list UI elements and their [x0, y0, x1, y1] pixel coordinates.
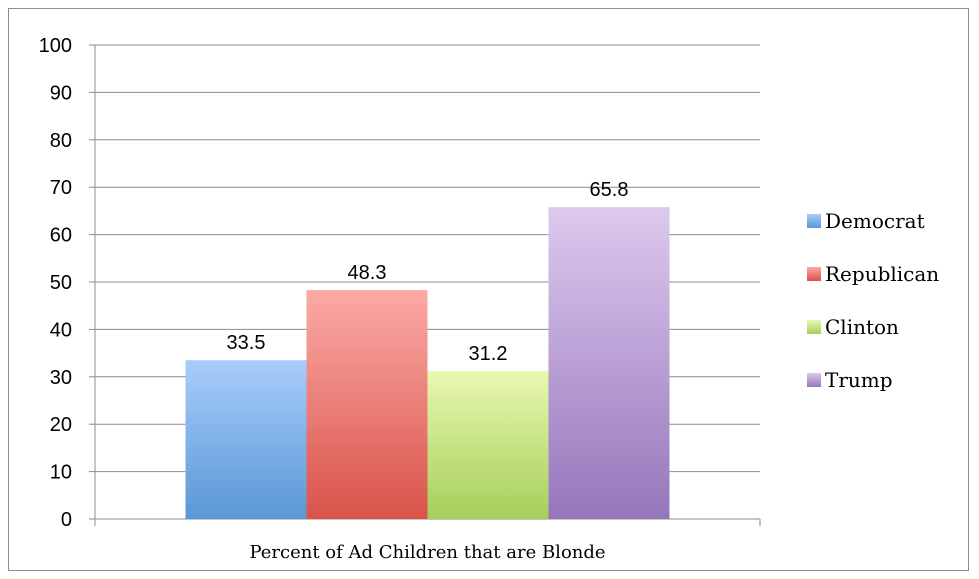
legend-label-clinton: Clinton	[825, 315, 899, 339]
legend-swatch-trump	[807, 373, 821, 387]
bar-trump	[548, 207, 670, 519]
legend-label-republican: Republican	[825, 262, 939, 286]
bars	[185, 207, 670, 519]
legend-label-trump: Trump	[825, 368, 893, 392]
legend-swatch-democrat	[807, 214, 821, 228]
bar-clinton	[427, 371, 549, 519]
legend-label-democrat: Democrat	[825, 209, 925, 233]
legend-swatch-clinton	[807, 320, 821, 334]
x-category-label: Percent of Ad Children that are Blonde	[249, 542, 605, 563]
y-tick-label: 0	[61, 509, 72, 531]
y-tick-label: 60	[50, 225, 72, 247]
data-label-republican: 48.3	[348, 262, 387, 284]
labels: 0 10 20 30 40 50 60 70 80 90 100 33.5 48.3 31.2 65.8 Pe…	[39, 35, 629, 563]
y-tick-label: 30	[50, 367, 72, 389]
data-label-trump: 65.8	[590, 179, 629, 201]
y-tick-label: 40	[50, 319, 72, 341]
y-tick-label: 50	[50, 272, 72, 294]
data-label-clinton: 31.2	[469, 343, 508, 365]
legend: Democrat Republican Clinton Trump	[807, 209, 939, 392]
y-tick-label: 100	[39, 35, 72, 57]
y-tick-label: 20	[50, 414, 72, 436]
y-tick-label: 90	[50, 82, 72, 104]
bar-republican	[306, 290, 428, 519]
bar-democrat	[185, 360, 307, 519]
y-tick-label: 10	[50, 462, 72, 484]
legend-swatch-republican	[807, 267, 821, 281]
data-label-democrat: 33.5	[227, 332, 266, 354]
y-tick-label: 80	[50, 130, 72, 152]
y-tick-label: 70	[50, 177, 72, 199]
